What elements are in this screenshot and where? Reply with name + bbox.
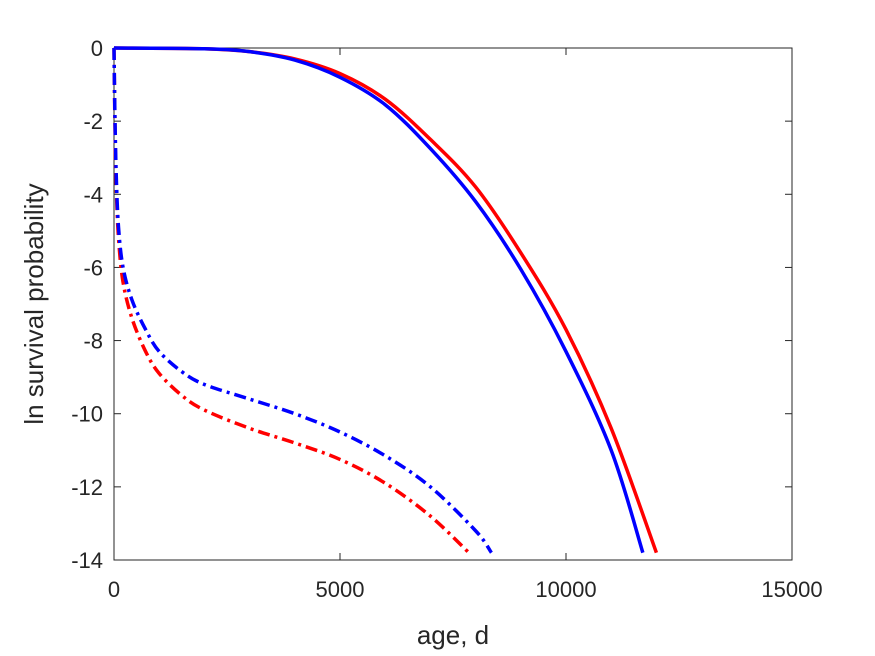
series-group	[112, 46, 659, 554]
y-axis-label: ln survival probability	[19, 183, 49, 424]
y-tick-label: 0	[91, 36, 103, 61]
blue-dashdot-series	[112, 47, 493, 554]
y-tick-label: -6	[83, 255, 103, 280]
y-tick-label: -8	[83, 329, 103, 354]
y-tick-label: -14	[71, 548, 103, 573]
x-tick-label: 15000	[761, 577, 822, 602]
y-tick-label: -12	[71, 475, 103, 500]
x-tick-label: 10000	[535, 577, 596, 602]
y-tick-label: -2	[83, 109, 103, 134]
y-tick-label: -4	[83, 182, 103, 207]
x-axis-label: age, d	[417, 620, 489, 650]
y-tick-label: -10	[71, 402, 103, 427]
plot-area	[113, 47, 793, 561]
blue-solid-series	[113, 46, 645, 554]
axis-ticks: 0 5000 10000 15000 0 -2 -4 -6 -8 -10 -12 -14	[71, 36, 822, 602]
x-tick-label: 5000	[316, 577, 365, 602]
x-tick-label: 0	[108, 577, 120, 602]
